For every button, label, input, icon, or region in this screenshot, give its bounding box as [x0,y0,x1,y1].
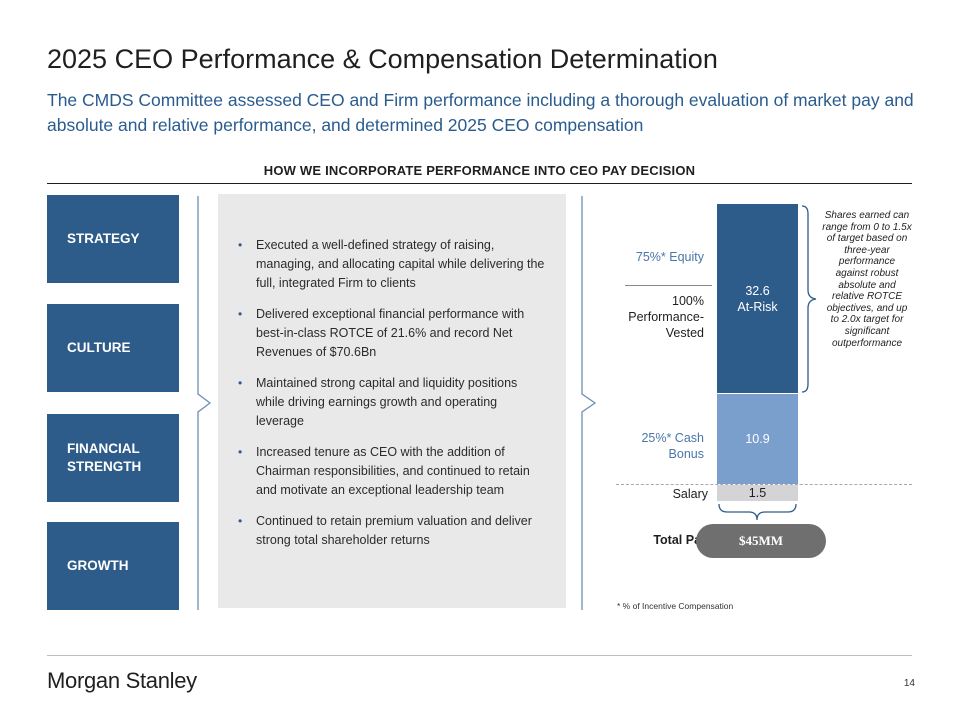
performance-bullets-panel: Executed a well-defined strategy of rais… [218,194,566,608]
footnote: * % of Incentive Compensation [617,601,734,611]
page-number: 14 [903,678,915,689]
total-pay-label: Total Pay [653,533,708,547]
bar-segment-salary: 1.5 [717,485,798,501]
performance-vested-label: 100% Performance-Vested [628,294,704,340]
bullet-item: Continued to retain premium valuation an… [236,512,548,550]
bar-segment-cash-bonus: 10.9 [717,394,798,484]
total-brace-icon [718,503,797,521]
equity-sublabel: At-Risk [737,299,778,314]
equity-value: 32.6 [745,283,770,298]
bullet-item: Maintained strong capital and liquidity … [236,374,548,431]
footer-divider [47,655,912,656]
bullet-item: Increased tenure as CEO with the additio… [236,443,548,500]
left-brace-icon [197,196,212,610]
pillar-culture: CULTURE [47,304,179,392]
section-divider [47,183,912,184]
right-brace-icon [581,196,597,610]
pillar-financial-strength: FINANCIAL STRENGTH [47,414,179,502]
bullet-item: Delivered exceptional financial performa… [236,305,548,362]
cash-bonus-value: 10.9 [745,432,770,446]
bullet-item: Executed a well-defined strategy of rais… [236,236,548,293]
page-subtitle: The CMDS Committee assessed CEO and Firm… [47,90,914,135]
salary-label: Salary [672,487,708,501]
page-title: 2025 CEO Performance & Compensation Dete… [47,44,718,74]
salary-dashed-line [616,484,912,485]
cash-bonus-label: 25%* Cash Bonus [641,431,704,461]
bar-segment-equity: 32.6 At-Risk [717,204,798,393]
salary-value: 1.5 [748,486,767,500]
company-logo: Morgan Stanley [47,668,197,693]
equity-label: 75%* Equity [635,250,704,264]
pillar-growth: GROWTH [47,522,179,610]
equity-annotation: Shares earned can range from 0 to 1.5x o… [822,210,912,349]
equity-label-rule [625,285,712,286]
equity-brace-icon [801,205,817,393]
pillar-strategy: STRATEGY [47,195,179,283]
total-pay-value: $45MM [696,524,826,558]
section-heading: HOW WE INCORPORATE PERFORMANCE INTO CEO … [263,163,696,178]
